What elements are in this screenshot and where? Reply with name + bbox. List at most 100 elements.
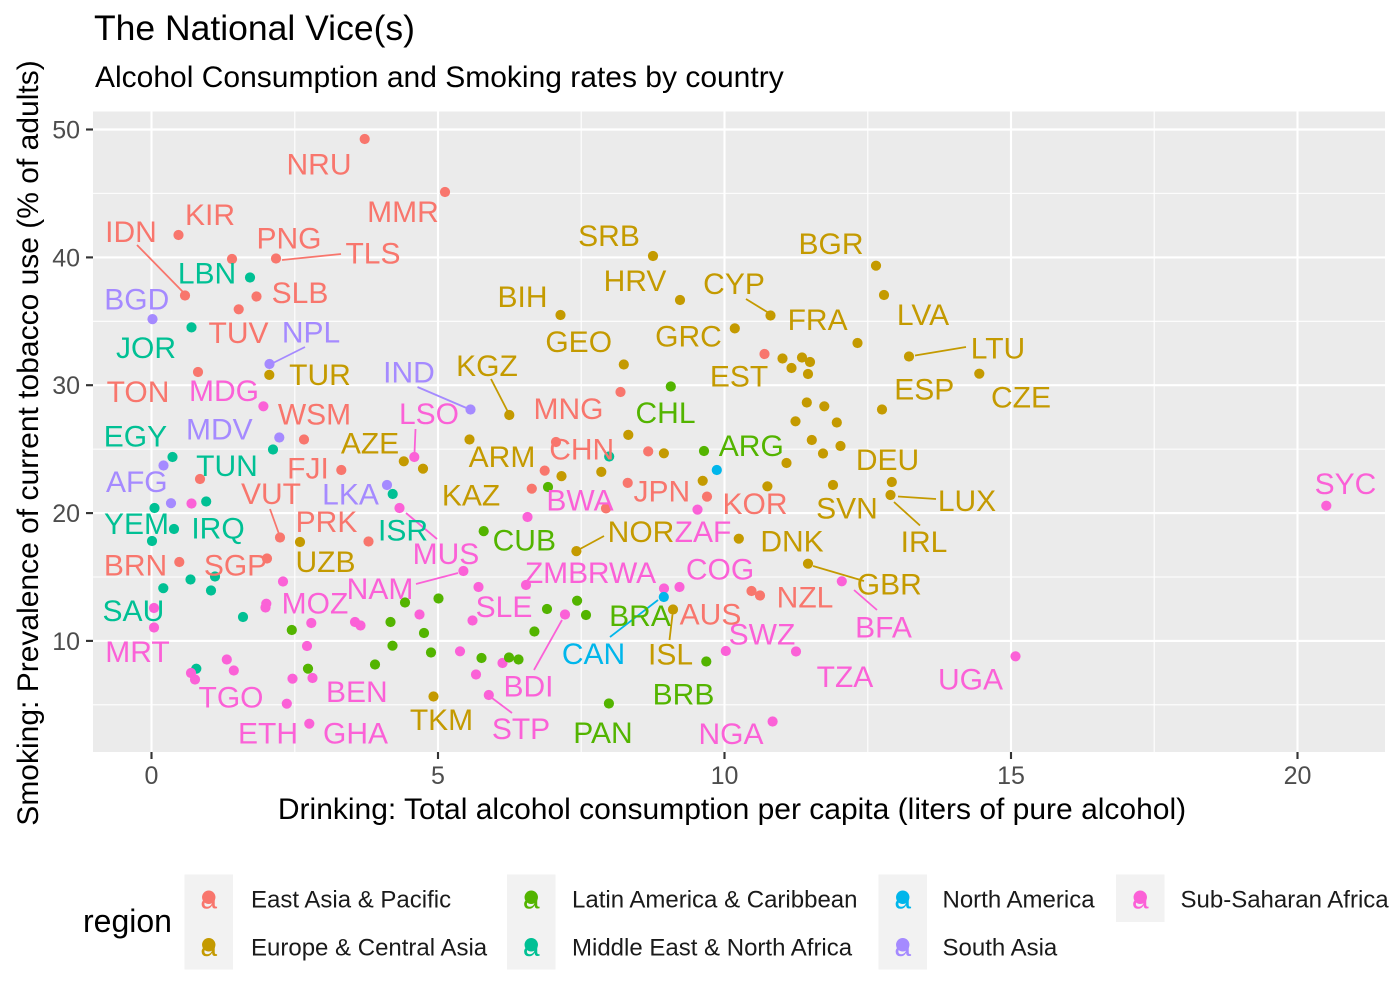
svg-text:MOZ: MOZ xyxy=(282,587,349,620)
svg-text:0: 0 xyxy=(145,762,159,790)
svg-text:SVN: SVN xyxy=(816,492,878,525)
svg-text:a: a xyxy=(894,882,911,915)
svg-text:Europe & Central Asia: Europe & Central Asia xyxy=(251,935,488,962)
svg-text:HRV: HRV xyxy=(604,265,667,298)
svg-text:SGP: SGP xyxy=(204,550,267,583)
svg-text:COG: COG xyxy=(686,554,754,587)
svg-text:CHL: CHL xyxy=(635,397,695,430)
svg-text:KOR: KOR xyxy=(722,488,787,521)
svg-text:ARM: ARM xyxy=(469,441,536,474)
svg-text:CYP: CYP xyxy=(703,268,765,301)
svg-text:IRQ: IRQ xyxy=(191,512,244,545)
svg-text:GRC: GRC xyxy=(655,320,722,353)
svg-text:region: region xyxy=(83,903,172,939)
svg-text:SYC: SYC xyxy=(1315,468,1377,501)
svg-text:30: 30 xyxy=(52,372,80,400)
svg-text:LTU: LTU xyxy=(971,332,1025,365)
svg-text:ESP: ESP xyxy=(894,374,954,407)
svg-text:ZAF: ZAF xyxy=(675,516,732,549)
svg-text:Sub-Saharan Africa: Sub-Saharan Africa xyxy=(1181,886,1390,913)
svg-text:TLS: TLS xyxy=(345,237,400,270)
svg-text:Smoking: Prevalence of current: Smoking: Prevalence of current tobacco u… xyxy=(12,60,45,825)
svg-text:KGZ: KGZ xyxy=(456,350,518,383)
svg-text:VUT: VUT xyxy=(241,478,301,511)
svg-text:TUR: TUR xyxy=(289,359,351,392)
svg-text:DNK: DNK xyxy=(760,525,823,558)
svg-text:Latin America & Caribbean: Latin America & Caribbean xyxy=(572,886,858,913)
svg-text:BWA: BWA xyxy=(546,484,613,517)
svg-text:40: 40 xyxy=(52,244,80,272)
svg-text:MMR: MMR xyxy=(367,196,439,229)
svg-text:SAU: SAU xyxy=(103,595,165,628)
svg-text:BGD: BGD xyxy=(104,284,169,317)
svg-text:FJI: FJI xyxy=(287,452,329,485)
svg-text:a: a xyxy=(200,882,217,915)
svg-text:20: 20 xyxy=(1284,762,1312,790)
svg-text:AUS: AUS xyxy=(680,598,742,631)
svg-text:PNG: PNG xyxy=(256,222,321,255)
svg-text:The National Vice(s): The National Vice(s) xyxy=(94,8,415,48)
svg-text:10: 10 xyxy=(52,628,80,656)
svg-text:LSO: LSO xyxy=(399,398,459,431)
svg-text:SLB: SLB xyxy=(272,277,329,310)
svg-text:MRT: MRT xyxy=(105,636,169,669)
svg-text:TGO: TGO xyxy=(199,681,264,714)
svg-text:LKA: LKA xyxy=(322,479,379,512)
svg-text:CHN: CHN xyxy=(549,434,614,467)
svg-text:UZB: UZB xyxy=(296,546,356,579)
svg-text:10: 10 xyxy=(711,762,739,790)
svg-text:BIH: BIH xyxy=(497,281,547,314)
svg-text:a: a xyxy=(523,930,540,963)
svg-text:NZL: NZL xyxy=(777,581,834,614)
svg-text:20: 20 xyxy=(52,500,80,528)
svg-text:15: 15 xyxy=(997,762,1025,790)
svg-text:GEO: GEO xyxy=(545,326,612,359)
svg-text:50: 50 xyxy=(52,117,80,145)
svg-text:KAZ: KAZ xyxy=(442,479,500,512)
svg-text:YEM: YEM xyxy=(104,508,169,541)
svg-text:DEU: DEU xyxy=(856,444,919,477)
svg-text:MNG: MNG xyxy=(534,393,604,426)
svg-text:RWA: RWA xyxy=(588,557,656,590)
svg-text:ZMB: ZMB xyxy=(525,557,588,590)
svg-text:CUB: CUB xyxy=(493,524,556,557)
svg-text:SLE: SLE xyxy=(476,591,533,624)
svg-text:NGA: NGA xyxy=(698,718,763,751)
svg-text:SWZ: SWZ xyxy=(729,618,796,651)
svg-text:EGY: EGY xyxy=(104,420,167,453)
svg-text:TKM: TKM xyxy=(410,704,473,737)
svg-text:JOR: JOR xyxy=(116,332,176,365)
svg-text:EST: EST xyxy=(710,360,768,393)
svg-text:North America: North America xyxy=(943,886,1096,913)
svg-text:IND: IND xyxy=(383,356,435,389)
svg-text:East Asia & Pacific: East Asia & Pacific xyxy=(251,886,451,913)
svg-text:ARG: ARG xyxy=(719,430,784,463)
svg-text:BRB: BRB xyxy=(653,678,715,711)
svg-text:LVA: LVA xyxy=(897,299,949,332)
svg-text:CAN: CAN xyxy=(562,638,625,671)
svg-text:SRB: SRB xyxy=(578,220,640,253)
svg-text:NOR: NOR xyxy=(608,516,675,549)
svg-text:a: a xyxy=(200,930,217,963)
svg-text:a: a xyxy=(523,882,540,915)
svg-text:GHA: GHA xyxy=(323,717,388,750)
svg-text:TUN: TUN xyxy=(196,450,258,483)
svg-text:ISL: ISL xyxy=(648,638,693,671)
svg-text:LUX: LUX xyxy=(938,485,996,518)
svg-text:BRA: BRA xyxy=(609,600,671,633)
svg-text:AZE: AZE xyxy=(341,427,399,460)
svg-text:PRK: PRK xyxy=(296,506,358,539)
svg-text:IDN: IDN xyxy=(105,216,157,249)
svg-text:TZA: TZA xyxy=(817,661,874,694)
svg-text:ETH: ETH xyxy=(238,717,298,750)
svg-text:BRN: BRN xyxy=(104,549,167,582)
svg-text:NPL: NPL xyxy=(282,316,340,349)
svg-text:AFG: AFG xyxy=(106,466,168,499)
svg-text:TON: TON xyxy=(107,376,170,409)
svg-text:MDV: MDV xyxy=(186,414,253,447)
svg-text:KIR: KIR xyxy=(185,199,235,232)
svg-text:IRL: IRL xyxy=(901,526,948,559)
svg-text:5: 5 xyxy=(431,762,445,790)
svg-text:UGA: UGA xyxy=(938,664,1003,697)
svg-text:STP: STP xyxy=(492,713,550,746)
